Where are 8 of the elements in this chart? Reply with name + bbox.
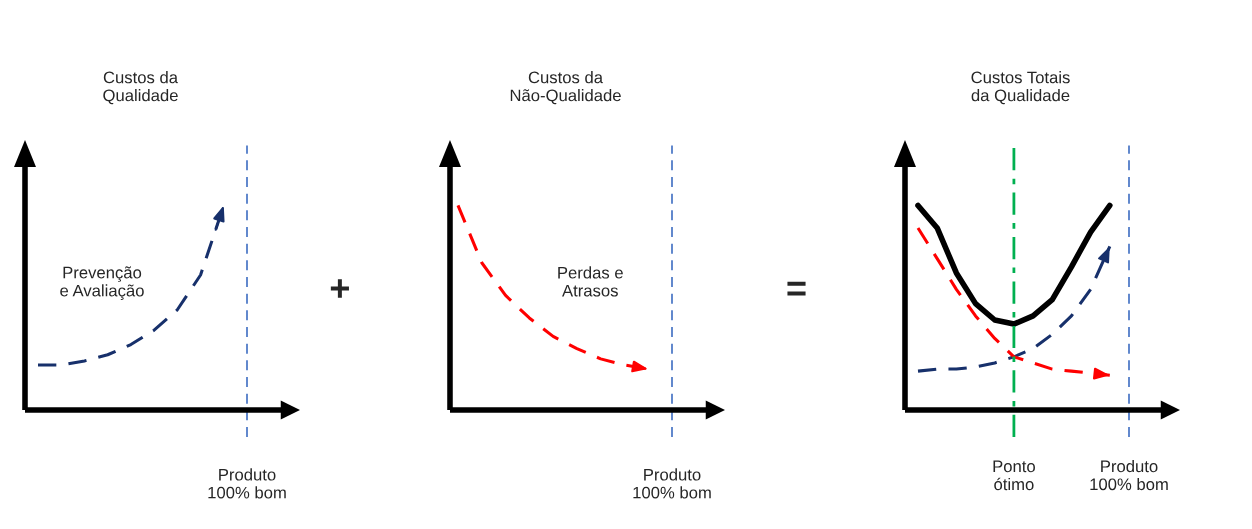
chart-title: Custos Totais da Qualidade (971, 71, 1070, 105)
chart-title: Custos da Não-Qualidade (510, 71, 621, 105)
text: + (330, 279, 349, 298)
annotation: Perdas e Atrasos (558, 266, 623, 297)
annotation: Prevenção e Avaliação (60, 266, 144, 300)
x-tick-label: Ponto ótimo (993, 460, 1035, 491)
text: = (787, 281, 806, 296)
chart-title: Custos da Qualidade (103, 71, 179, 105)
